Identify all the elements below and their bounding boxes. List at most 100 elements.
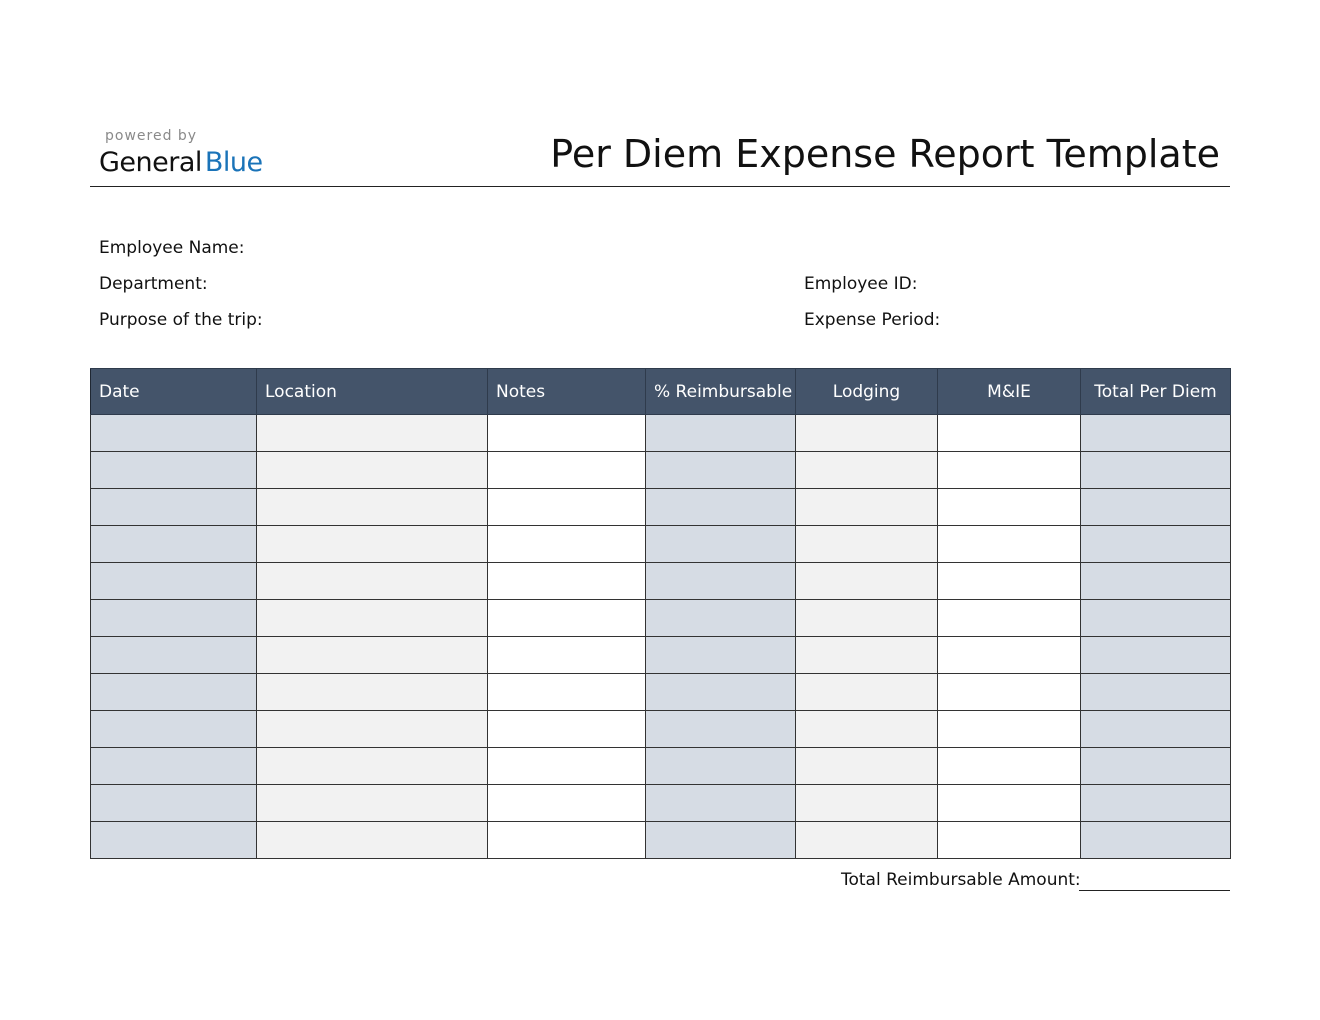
expense-period-label: Expense Period:	[804, 310, 941, 330]
cell-reimbursable[interactable]	[645, 414, 796, 452]
cell-location[interactable]	[256, 562, 488, 600]
cell-mie[interactable]	[937, 784, 1081, 822]
cell-location[interactable]	[256, 710, 488, 748]
cell-location[interactable]	[256, 525, 488, 563]
cell-notes[interactable]	[487, 710, 646, 748]
cell-location[interactable]	[256, 451, 488, 489]
table-row	[90, 562, 1231, 600]
table-row	[90, 636, 1231, 674]
table-row	[90, 488, 1231, 526]
cell-notes[interactable]	[487, 414, 646, 452]
cell-mie[interactable]	[937, 710, 1081, 748]
cell-lodging[interactable]	[795, 784, 938, 822]
header-divider	[90, 186, 1230, 187]
cell-notes[interactable]	[487, 451, 646, 489]
total-reimbursable-field[interactable]	[1079, 890, 1230, 891]
cell-location[interactable]	[256, 673, 488, 711]
cell-total-per-diem[interactable]	[1080, 525, 1231, 563]
table-row	[90, 673, 1231, 711]
cell-mie[interactable]	[937, 525, 1081, 563]
table-row	[90, 599, 1231, 637]
cell-date[interactable]	[90, 821, 257, 859]
cell-reimbursable[interactable]	[645, 525, 796, 563]
cell-notes[interactable]	[487, 747, 646, 785]
cell-notes[interactable]	[487, 673, 646, 711]
cell-mie[interactable]	[937, 673, 1081, 711]
cell-total-per-diem[interactable]	[1080, 747, 1231, 785]
cell-date[interactable]	[90, 562, 257, 600]
cell-notes[interactable]	[487, 562, 646, 600]
cell-lodging[interactable]	[795, 636, 938, 674]
cell-reimbursable[interactable]	[645, 673, 796, 711]
cell-notes[interactable]	[487, 784, 646, 822]
cell-reimbursable[interactable]	[645, 488, 796, 526]
cell-mie[interactable]	[937, 821, 1081, 859]
page-title: Per Diem Expense Report Template	[550, 132, 1220, 176]
cell-lodging[interactable]	[795, 673, 938, 711]
cell-date[interactable]	[90, 747, 257, 785]
cell-date[interactable]	[90, 710, 257, 748]
cell-lodging[interactable]	[795, 599, 938, 637]
cell-reimbursable[interactable]	[645, 784, 796, 822]
col-notes: Notes	[487, 368, 646, 415]
cell-location[interactable]	[256, 488, 488, 526]
cell-location[interactable]	[256, 414, 488, 452]
cell-mie[interactable]	[937, 562, 1081, 600]
cell-mie[interactable]	[937, 451, 1081, 489]
cell-date[interactable]	[90, 673, 257, 711]
cell-date[interactable]	[90, 414, 257, 452]
cell-total-per-diem[interactable]	[1080, 784, 1231, 822]
cell-mie[interactable]	[937, 488, 1081, 526]
col-total-per-diem: Total Per Diem	[1080, 368, 1231, 415]
total-reimbursable-label: Total Reimbursable Amount:	[841, 870, 1081, 890]
cell-total-per-diem[interactable]	[1080, 562, 1231, 600]
logo-blue: Blue	[204, 147, 263, 178]
cell-mie[interactable]	[937, 414, 1081, 452]
cell-date[interactable]	[90, 488, 257, 526]
cell-reimbursable[interactable]	[645, 636, 796, 674]
col-location: Location	[256, 368, 488, 415]
cell-location[interactable]	[256, 636, 488, 674]
cell-location[interactable]	[256, 784, 488, 822]
cell-date[interactable]	[90, 599, 257, 637]
cell-lodging[interactable]	[795, 525, 938, 563]
cell-total-per-diem[interactable]	[1080, 488, 1231, 526]
cell-total-per-diem[interactable]	[1080, 673, 1231, 711]
cell-lodging[interactable]	[795, 710, 938, 748]
cell-reimbursable[interactable]	[645, 747, 796, 785]
cell-location[interactable]	[256, 747, 488, 785]
cell-reimbursable[interactable]	[645, 562, 796, 600]
cell-lodging[interactable]	[795, 821, 938, 859]
cell-notes[interactable]	[487, 525, 646, 563]
cell-reimbursable[interactable]	[645, 599, 796, 637]
cell-total-per-diem[interactable]	[1080, 451, 1231, 489]
cell-date[interactable]	[90, 451, 257, 489]
cell-location[interactable]	[256, 599, 488, 637]
cell-lodging[interactable]	[795, 414, 938, 452]
cell-notes[interactable]	[487, 488, 646, 526]
cell-mie[interactable]	[937, 747, 1081, 785]
cell-lodging[interactable]	[795, 451, 938, 489]
cell-total-per-diem[interactable]	[1080, 821, 1231, 859]
cell-location[interactable]	[256, 821, 488, 859]
cell-lodging[interactable]	[795, 562, 938, 600]
cell-reimbursable[interactable]	[645, 451, 796, 489]
table-row	[90, 710, 1231, 748]
cell-date[interactable]	[90, 784, 257, 822]
cell-date[interactable]	[90, 636, 257, 674]
cell-notes[interactable]	[487, 821, 646, 859]
cell-total-per-diem[interactable]	[1080, 414, 1231, 452]
cell-date[interactable]	[90, 525, 257, 563]
cell-total-per-diem[interactable]	[1080, 599, 1231, 637]
cell-lodging[interactable]	[795, 488, 938, 526]
cell-reimbursable[interactable]	[645, 710, 796, 748]
cell-lodging[interactable]	[795, 747, 938, 785]
cell-notes[interactable]	[487, 599, 646, 637]
cell-notes[interactable]	[487, 636, 646, 674]
cell-total-per-diem[interactable]	[1080, 710, 1231, 748]
department-label: Department:	[99, 274, 208, 294]
cell-total-per-diem[interactable]	[1080, 636, 1231, 674]
cell-mie[interactable]	[937, 636, 1081, 674]
cell-reimbursable[interactable]	[645, 821, 796, 859]
cell-mie[interactable]	[937, 599, 1081, 637]
